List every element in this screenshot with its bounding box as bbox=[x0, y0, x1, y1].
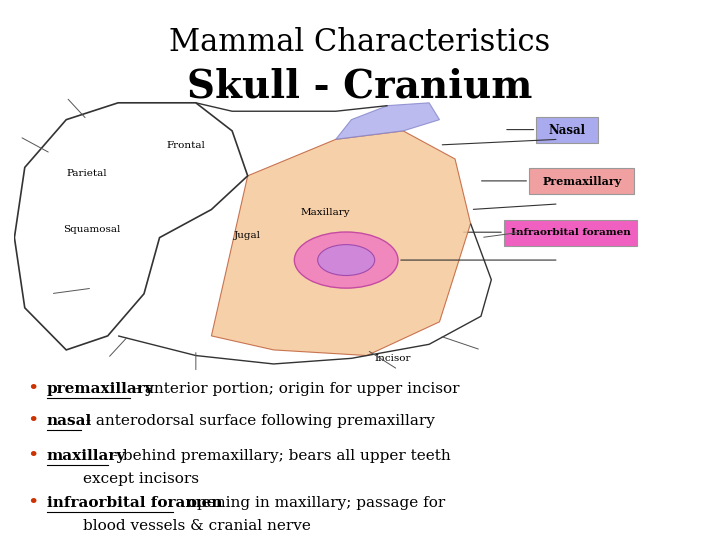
Text: Nasal: Nasal bbox=[549, 124, 586, 137]
Text: •: • bbox=[27, 447, 38, 465]
Text: Squamosal: Squamosal bbox=[63, 225, 121, 234]
Text: - anterodorsal surface following premaxillary: - anterodorsal surface following premaxi… bbox=[81, 414, 435, 428]
Text: maxillary: maxillary bbox=[47, 449, 126, 463]
Text: blood vessels & cranial nerve: blood vessels & cranial nerve bbox=[83, 519, 310, 533]
Text: •: • bbox=[27, 494, 38, 512]
Text: Incisor: Incisor bbox=[374, 354, 411, 363]
Text: Jugal: Jugal bbox=[234, 231, 261, 240]
Text: premaxillary: premaxillary bbox=[47, 382, 154, 396]
Text: •: • bbox=[27, 412, 38, 430]
FancyBboxPatch shape bbox=[529, 168, 634, 194]
Text: Maxillary: Maxillary bbox=[301, 208, 350, 217]
FancyBboxPatch shape bbox=[504, 220, 637, 246]
Text: except incisors: except incisors bbox=[83, 472, 199, 486]
Text: Mammal Characteristics: Mammal Characteristics bbox=[169, 27, 551, 58]
Text: nasal: nasal bbox=[47, 414, 92, 428]
Text: Parietal: Parietal bbox=[67, 169, 107, 178]
Text: - opening in maxillary; passage for: - opening in maxillary; passage for bbox=[173, 496, 445, 510]
Text: Infraorbital foramen: Infraorbital foramen bbox=[511, 228, 631, 237]
Text: - anterior portion; origin for upper incisor: - anterior portion; origin for upper inc… bbox=[130, 382, 459, 396]
Text: Frontal: Frontal bbox=[166, 141, 205, 150]
Text: •: • bbox=[27, 380, 38, 398]
Text: infraorbital foramen: infraorbital foramen bbox=[47, 496, 222, 510]
Circle shape bbox=[318, 245, 374, 275]
Circle shape bbox=[294, 232, 398, 288]
Text: - behind premaxillary; bears all upper teeth: - behind premaxillary; bears all upper t… bbox=[108, 449, 451, 463]
Text: Skull - Cranium: Skull - Cranium bbox=[187, 68, 533, 105]
Polygon shape bbox=[212, 131, 471, 355]
Polygon shape bbox=[336, 103, 439, 139]
FancyBboxPatch shape bbox=[536, 117, 598, 143]
Text: Premaxillary: Premaxillary bbox=[542, 176, 621, 187]
